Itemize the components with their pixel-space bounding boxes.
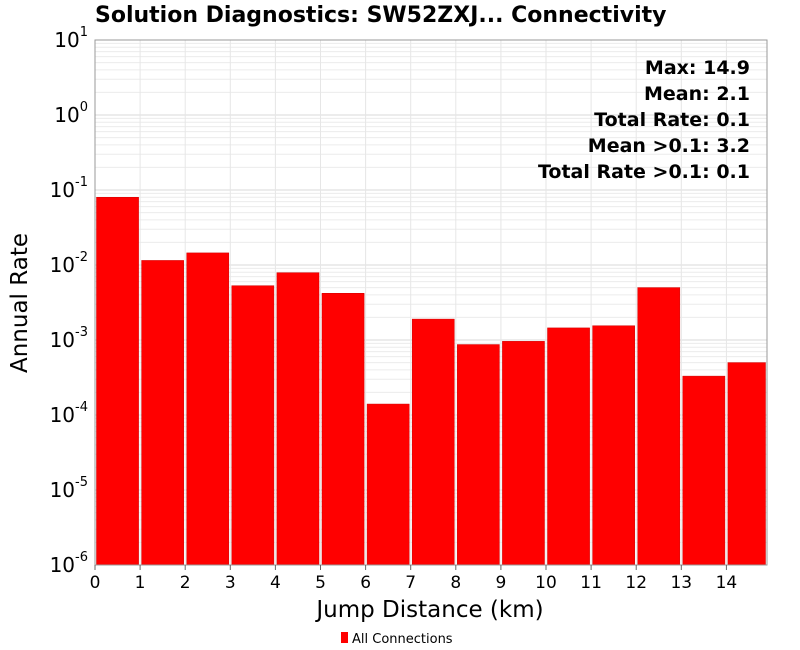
legend: All Connections: [341, 632, 453, 647]
legend-label-all-connections: All Connections: [352, 632, 453, 647]
x-tick-label: 5: [315, 573, 326, 593]
y-tick-label: 100: [54, 100, 88, 127]
y-tick-label: 101: [54, 25, 88, 52]
x-tick-label: 8: [450, 573, 461, 593]
legend-swatch-all-connections: [341, 632, 348, 643]
x-tick-label: 6: [360, 573, 371, 593]
y-tick-label: 10-2: [50, 250, 88, 277]
stat-annotation: Total Rate >0.1: 0.1: [538, 161, 750, 183]
x-axis-label: Jump Distance (km): [314, 597, 543, 623]
bar-13-14: [682, 375, 726, 566]
y-tick-label: 10-5: [50, 475, 88, 502]
y-tick-label: 10-3: [50, 325, 88, 352]
bar-9-10: [502, 341, 545, 566]
x-tick-label: 14: [716, 573, 738, 593]
bar-12-13: [637, 287, 681, 566]
bar-7-8: [411, 318, 455, 566]
x-axis-ticks: 0 1 2 3 4 5 6 7 8 9 10 11 12 13 14: [90, 565, 738, 593]
stats-annotations: Max: 14.9 Mean: 2.1 Total Rate: 0.1 Mean >0…: [538, 57, 750, 183]
plot-area: [94, 39, 768, 566]
y-axis-ticks: 10-6 10-5 10-4 10-3 10-2 10-1 100 101: [50, 25, 88, 577]
bar-5-6: [321, 293, 365, 566]
bar-3-4: [231, 285, 275, 566]
y-tick-label: 10-1: [50, 175, 88, 202]
x-tick-label: 3: [225, 573, 236, 593]
x-tick-label: 0: [90, 573, 101, 593]
chart-title: Solution Diagnostics: SW52ZXJ... Connect…: [95, 3, 666, 28]
x-tick-label: 9: [495, 573, 506, 593]
stat-annotation: Mean: 2.1: [644, 83, 750, 105]
bar-14-14.9: [727, 362, 766, 566]
y-tick-label: 10-4: [50, 400, 88, 427]
bar-2-3: [186, 252, 230, 566]
x-tick-label: 1: [135, 573, 146, 593]
bar-1-2: [141, 260, 184, 566]
x-tick-label: 7: [405, 573, 416, 593]
bars: [96, 197, 766, 566]
stat-annotation: Mean >0.1: 3.2: [588, 135, 750, 157]
bar-6-7: [366, 403, 410, 566]
stat-annotation: Total Rate: 0.1: [594, 109, 750, 131]
x-tick-label: 13: [670, 573, 692, 593]
bar-10-11: [547, 327, 590, 566]
x-tick-label: 4: [270, 573, 281, 593]
bar-8-9: [457, 344, 500, 566]
plot-frame: [94, 39, 768, 566]
bar-0-1: [96, 197, 139, 566]
x-tick-label: 10: [535, 573, 557, 593]
stat-annotation: Max: 14.9: [645, 57, 750, 79]
x-tick-label: 2: [180, 573, 191, 593]
bar-11-12: [592, 325, 635, 566]
bar-4-5: [276, 272, 320, 566]
y-axis-label: Annual Rate: [7, 233, 33, 373]
x-tick-label: 12: [625, 573, 647, 593]
x-tick-label: 11: [580, 573, 602, 593]
y-tick-label: 10-6: [50, 550, 88, 577]
